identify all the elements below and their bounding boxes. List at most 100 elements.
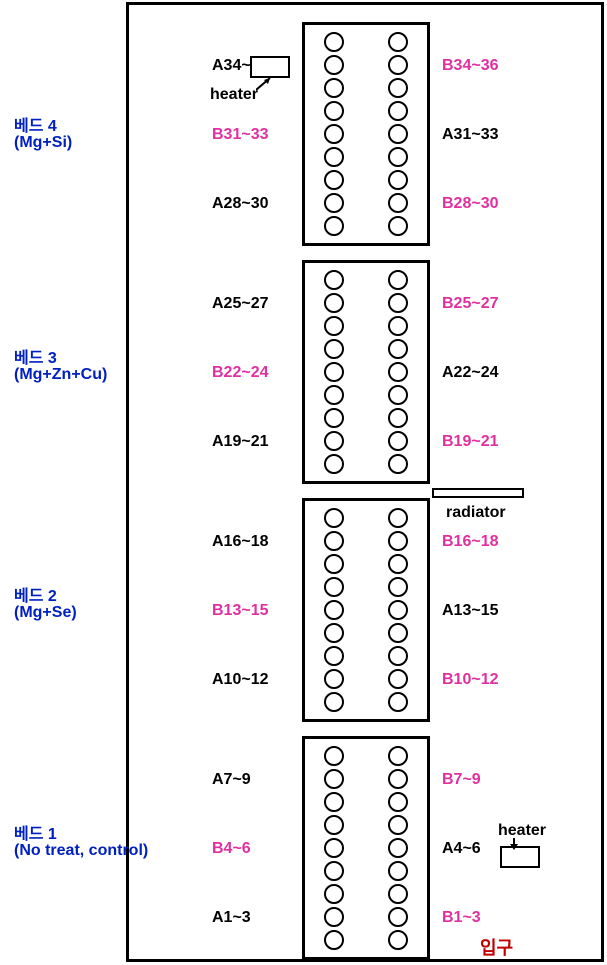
plant-circle <box>388 838 408 858</box>
heater-arrow <box>510 838 524 852</box>
plant-circle <box>324 32 344 52</box>
plant-circle <box>388 861 408 881</box>
bed-box <box>302 22 430 246</box>
row-label-right: B7~9 <box>442 771 481 789</box>
plant-circle <box>388 431 408 451</box>
plant-circle <box>324 861 344 881</box>
row-label-left: B4~6 <box>212 840 251 858</box>
row-label-left: B31~33 <box>212 126 269 144</box>
plant-circle <box>388 769 408 789</box>
plant-circle <box>388 454 408 474</box>
plant-circle <box>388 170 408 190</box>
plant-circle <box>324 193 344 213</box>
plant-circle <box>388 385 408 405</box>
plant-circle <box>388 270 408 290</box>
plant-circle <box>388 907 408 927</box>
plant-circle <box>324 408 344 428</box>
row-label-right: B16~18 <box>442 533 499 551</box>
plant-circle <box>388 930 408 950</box>
plant-circle <box>388 78 408 98</box>
bed-title: 베드 3 <box>14 344 57 368</box>
row-label-left: A10~12 <box>212 671 269 689</box>
plant-circle <box>324 907 344 927</box>
row-label-left: A16~18 <box>212 533 269 551</box>
plant-circle <box>324 78 344 98</box>
bed-subtitle: (No treat, control) <box>14 842 148 860</box>
plant-circle <box>388 692 408 712</box>
row-label-right: B28~30 <box>442 195 499 213</box>
row-label-left: A1~3 <box>212 909 251 927</box>
heater-box <box>250 56 290 78</box>
plant-circle <box>388 193 408 213</box>
radiator-box <box>432 488 524 498</box>
plant-circle <box>324 531 344 551</box>
bed-box <box>302 498 430 722</box>
plant-circle <box>324 170 344 190</box>
plant-circle <box>324 431 344 451</box>
plant-circle <box>388 124 408 144</box>
row-label-right: A31~33 <box>442 126 499 144</box>
plant-circle <box>324 769 344 789</box>
plant-circle <box>388 339 408 359</box>
plant-circle <box>388 623 408 643</box>
plant-circle <box>388 884 408 904</box>
plant-circle <box>388 101 408 121</box>
row-label-left: B22~24 <box>212 364 269 382</box>
row-label-left: A28~30 <box>212 195 269 213</box>
bed-title: 베드 1 <box>14 820 57 844</box>
row-label-right: A4~6 <box>442 840 481 858</box>
radiator-label: radiator <box>446 504 506 522</box>
plant-circle <box>388 746 408 766</box>
plant-circle <box>388 55 408 75</box>
plant-circle <box>324 577 344 597</box>
plant-circle <box>324 385 344 405</box>
plant-circle <box>324 147 344 167</box>
plant-circle <box>324 623 344 643</box>
plant-circle <box>324 454 344 474</box>
plant-circle <box>388 815 408 835</box>
plant-circle <box>388 147 408 167</box>
row-label-right: B34~36 <box>442 57 499 75</box>
bed-title: 베드 2 <box>14 582 57 606</box>
plant-circle <box>388 646 408 666</box>
plant-circle <box>388 577 408 597</box>
bed-subtitle: (Mg+Zn+Cu) <box>14 366 107 384</box>
row-label-right: B25~27 <box>442 295 499 313</box>
plant-circle <box>388 316 408 336</box>
row-label-left: A19~21 <box>212 433 269 451</box>
row-label-left: A25~27 <box>212 295 269 313</box>
plant-circle <box>324 293 344 313</box>
plant-circle <box>388 362 408 382</box>
bed-subtitle: (Mg+Si) <box>14 134 72 152</box>
plant-circle <box>324 838 344 858</box>
plant-circle <box>388 216 408 236</box>
row-label-right: B10~12 <box>442 671 499 689</box>
plant-circle <box>324 554 344 574</box>
plant-circle <box>324 646 344 666</box>
heater-arrow <box>256 78 276 92</box>
plant-circle <box>324 101 344 121</box>
bed-subtitle: (Mg+Se) <box>14 604 77 622</box>
row-label-right: A22~24 <box>442 364 499 382</box>
plant-circle <box>324 815 344 835</box>
row-label-right: B1~3 <box>442 909 481 927</box>
plant-circle <box>324 339 344 359</box>
plant-circle <box>324 216 344 236</box>
plant-circle <box>388 792 408 812</box>
row-label-right: A13~15 <box>442 602 499 620</box>
plant-circle <box>324 270 344 290</box>
plant-circle <box>388 531 408 551</box>
plant-circle <box>324 692 344 712</box>
plant-circle <box>388 508 408 528</box>
plant-circle <box>324 746 344 766</box>
plant-circle <box>324 316 344 336</box>
plant-circle <box>388 600 408 620</box>
plant-circle <box>324 792 344 812</box>
row-label-right: B19~21 <box>442 433 499 451</box>
bed-box <box>302 736 430 960</box>
row-label-left: A7~9 <box>212 771 251 789</box>
plant-circle <box>324 362 344 382</box>
bed-title: 베드 4 <box>14 112 57 136</box>
entrance-label: 입구 <box>480 934 513 960</box>
row-label-left: B13~15 <box>212 602 269 620</box>
